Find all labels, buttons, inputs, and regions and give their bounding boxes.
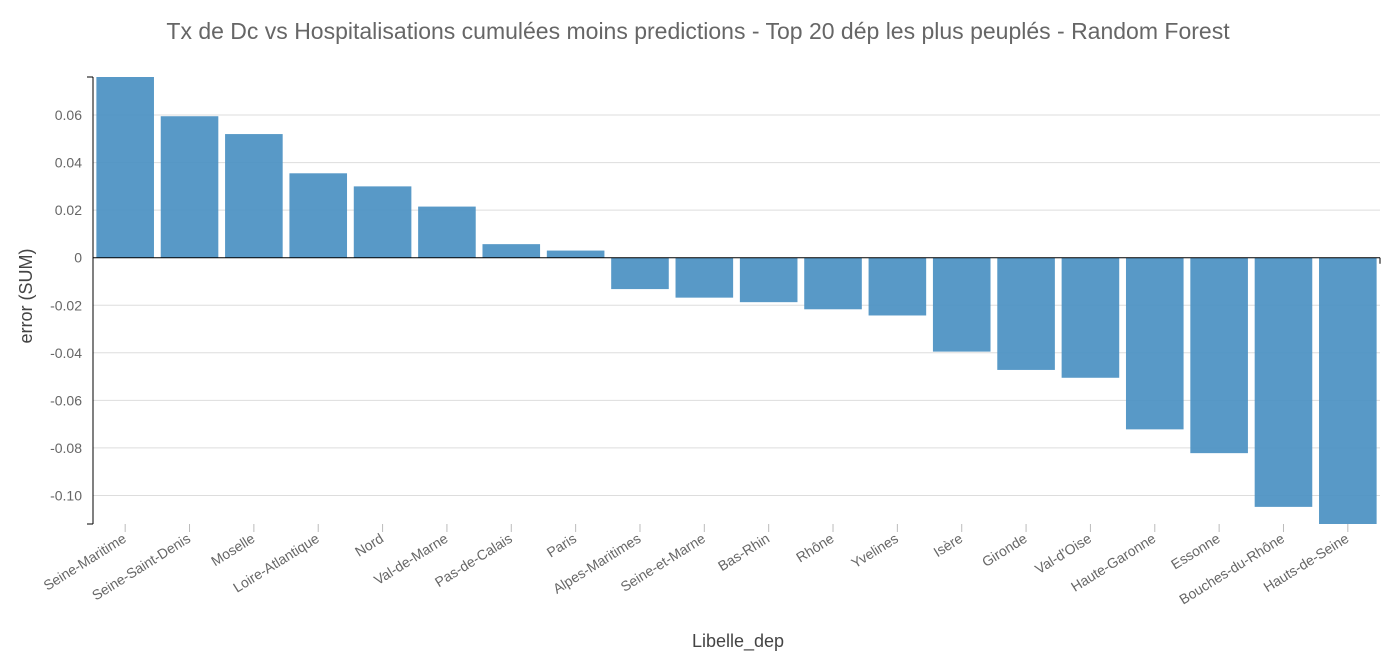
x-tick-label: Moselle [208, 530, 258, 569]
grid-lines [93, 114, 1380, 496]
bar[interactable] [739, 257, 798, 303]
bar[interactable] [804, 257, 862, 310]
y-tick-label: -0.02 [50, 297, 82, 313]
bar[interactable] [289, 173, 348, 258]
x-tick-label: Bouches-du-Rhône [1176, 530, 1287, 608]
y-tick-label: 0.02 [55, 202, 82, 218]
x-axis-label: Libelle_dep [692, 631, 784, 652]
bar[interactable] [1061, 257, 1120, 378]
x-tick-label: Essonne [1168, 530, 1223, 573]
bar[interactable] [868, 257, 927, 316]
y-tick-label: 0.06 [55, 107, 82, 123]
x-tick-label: Nord [352, 530, 386, 560]
x-tick-label: Rhône [793, 530, 837, 566]
bar[interactable] [675, 257, 734, 298]
x-tick-label: Gironde [979, 530, 1030, 570]
x-tick-label: Paris [544, 530, 580, 560]
y-axis-label: error (SUM) [16, 249, 36, 344]
x-tick-label: Bas-Rhin [715, 530, 772, 574]
y-tick-label: 0.04 [55, 155, 82, 171]
bars [96, 77, 1377, 524]
y-tick-label: -0.06 [50, 392, 82, 408]
y-tick-label: -0.04 [50, 345, 82, 361]
x-tick-label: Yvelines [848, 530, 901, 571]
bar[interactable] [160, 116, 219, 258]
y-tick-labels: -0.10 -0.08 -0.06 -0.04 -0.02 0 0.02 0.04 0.06 [50, 107, 82, 503]
bar[interactable] [225, 134, 283, 258]
bar[interactable] [1254, 257, 1313, 507]
axes [87, 76, 1381, 525]
bar[interactable] [932, 257, 991, 352]
bar[interactable] [353, 186, 412, 258]
y-tick-label: -0.08 [50, 440, 82, 456]
bar[interactable] [96, 77, 154, 258]
bar[interactable] [546, 250, 605, 258]
bar[interactable] [482, 244, 541, 258]
bar[interactable] [1190, 257, 1248, 454]
bar[interactable] [1125, 257, 1184, 430]
bar[interactable] [1319, 257, 1377, 524]
bar[interactable] [997, 257, 1055, 370]
bar[interactable] [611, 257, 669, 290]
y-tick-label: -0.10 [50, 487, 82, 503]
x-tick-label: Isère [930, 530, 965, 560]
y-tick-label: 0 [74, 250, 82, 266]
chart-title: Tx de Dc vs Hospitalisations cumulées mo… [166, 18, 1230, 44]
bar[interactable] [418, 206, 476, 258]
